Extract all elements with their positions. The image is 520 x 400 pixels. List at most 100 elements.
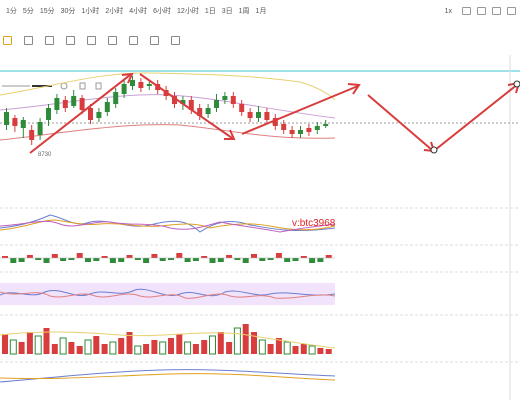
- candle-body: [96, 112, 102, 118]
- timeframe-1[interactable]: 1分: [6, 8, 17, 15]
- bottom-oscillator: [0, 369, 336, 383]
- timeframe-4[interactable]: 30分: [60, 8, 76, 15]
- volume-bar: [26, 332, 33, 354]
- macd-bar: [51, 254, 58, 258]
- volume-bar: [233, 327, 241, 355]
- timeframe-12[interactable]: 1周: [238, 8, 250, 15]
- macd-bar: [267, 258, 274, 260]
- candle-body: [130, 80, 135, 86]
- text-tool-icon[interactable]: [129, 35, 138, 45]
- candle-body: [205, 108, 211, 114]
- trend-arrows: [29, 72, 520, 154]
- fullscreen-icon[interactable]: [507, 7, 516, 15]
- watermark-text: v:btc3968: [292, 218, 336, 229]
- volume-bar: [93, 336, 100, 354]
- macd-bar: [168, 258, 174, 260]
- drag-handle[interactable]: [430, 146, 438, 154]
- candle-body: [71, 96, 77, 106]
- lock-icon[interactable]: [79, 82, 86, 90]
- cursor-tool-icon[interactable]: [3, 35, 12, 45]
- brush-tool-icon[interactable]: [45, 35, 54, 45]
- fib-tool-icon[interactable]: [87, 35, 96, 45]
- volume-bar: [126, 332, 133, 354]
- volume-bar: [217, 332, 224, 354]
- timeframe-3[interactable]: 15分: [39, 8, 55, 15]
- macd-bar: [101, 256, 108, 258]
- timeframe-6[interactable]: 2小时: [105, 8, 124, 15]
- macd-bar: [184, 258, 191, 262]
- candle-body: [12, 118, 18, 126]
- macd-bar: [35, 258, 42, 260]
- arrow-up-1: [29, 74, 131, 154]
- macd-bar: [275, 253, 282, 258]
- timeframe-9[interactable]: 12小时: [177, 8, 199, 15]
- candle-body: [314, 126, 320, 130]
- candle-body: [138, 82, 144, 88]
- rsi-lines: [0, 288, 336, 299]
- chart-toolbar: 1分 5分 15分 30分 1小时 2小时 4小时 6小时 12小时 1日 3日…: [0, 0, 520, 50]
- gear-icon[interactable]: [60, 82, 68, 90]
- volume-bar: [258, 339, 266, 355]
- candle-body: [222, 96, 228, 100]
- macd-bar: [10, 258, 17, 263]
- arrow-up-2: [241, 85, 359, 135]
- volume-bar: [76, 346, 83, 354]
- delete-icon[interactable]: [95, 82, 102, 90]
- macd-bar: [2, 256, 8, 258]
- shape-tool-icon[interactable]: [108, 35, 117, 45]
- volume-bar: [201, 340, 208, 354]
- macd-bar: [118, 258, 125, 262]
- camera-icon[interactable]: [462, 7, 471, 15]
- volume-bar: [2, 334, 8, 354]
- macd-bar: [93, 258, 100, 261]
- candle-body: [88, 108, 93, 120]
- timeframe-13[interactable]: 1月: [255, 8, 267, 15]
- candle-body: [298, 130, 303, 134]
- volume-bar: [143, 344, 150, 354]
- volume-ma: [0, 331, 336, 349]
- timeframe-5[interactable]: 1小时: [81, 8, 100, 15]
- macd-histogram: [2, 253, 332, 263]
- volume-bar: [159, 341, 167, 355]
- timeframe-8[interactable]: 6小时: [153, 8, 172, 15]
- lock-tool-icon[interactable]: [150, 35, 159, 45]
- volume-bar: [251, 332, 257, 354]
- trendline-tool-icon[interactable]: [24, 35, 33, 45]
- candle-body: [247, 112, 253, 118]
- layout-icon[interactable]: [492, 7, 501, 15]
- volume-bar: [59, 337, 67, 355]
- lower-band: [0, 124, 336, 141]
- trash-icon[interactable]: [171, 35, 180, 45]
- macd-bar: [192, 258, 199, 261]
- timeframe-11[interactable]: 3日: [221, 8, 233, 15]
- macd-bar: [76, 253, 83, 258]
- timeframe-7[interactable]: 4小时: [129, 8, 148, 15]
- candle-body: [306, 128, 312, 132]
- timeframe-2[interactable]: 5分: [22, 8, 34, 15]
- candle-body: [289, 130, 295, 134]
- macd-bar: [284, 258, 291, 262]
- chart-canvas[interactable]: 8730 v:btc3968: [0, 50, 520, 400]
- drag-handle-end[interactable]: [513, 80, 520, 88]
- settings-icon[interactable]: [477, 7, 486, 15]
- macd-bar: [251, 254, 257, 258]
- candle-body: [214, 100, 219, 108]
- drawing-toolbar: [0, 30, 180, 50]
- zoom-level[interactable]: 1x: [444, 7, 452, 15]
- candle-body: [180, 100, 186, 104]
- macd-bar: [217, 258, 224, 262]
- macd-bar: [18, 258, 25, 262]
- macd-bar: [85, 258, 91, 262]
- candle-body: [37, 122, 43, 135]
- volume-bar: [292, 346, 299, 354]
- volume-bar: [109, 341, 117, 355]
- arrow-down-1-head: [224, 129, 236, 140]
- timeframe-10[interactable]: 1日: [204, 8, 216, 15]
- ruler-tool-icon[interactable]: [66, 35, 75, 45]
- volume-bar: [9, 339, 17, 355]
- floating-tool-panel[interactable]: [2, 82, 102, 90]
- candle-body: [323, 124, 329, 126]
- volume-bar: [51, 344, 58, 354]
- candle-body: [188, 100, 194, 110]
- candle-body: [256, 112, 261, 118]
